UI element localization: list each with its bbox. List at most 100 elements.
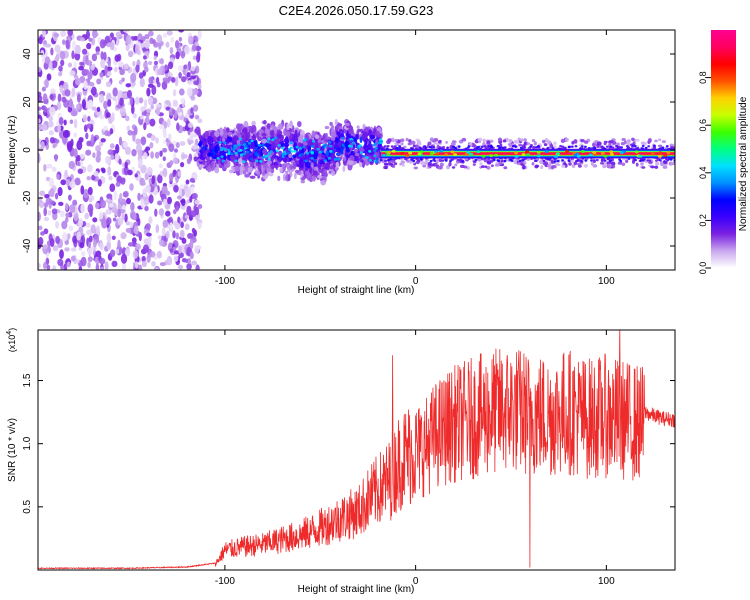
spectrogram-cell (514, 151, 518, 155)
spectrogram-cell (61, 96, 67, 103)
spectrogram-cell (297, 121, 302, 128)
y-tick-label: 1.0 (22, 436, 33, 450)
spectrogram-cell (186, 157, 192, 165)
spectrogram-cell (140, 136, 147, 146)
spectrogram-cell (615, 144, 618, 148)
spectrogram-cell (92, 217, 98, 223)
spectrogram-cell (234, 166, 240, 172)
spectrogram-cell (126, 125, 131, 132)
spectrogram-cell (165, 41, 170, 48)
spectrogram-cell (435, 152, 440, 156)
spectrogram-cell (127, 242, 135, 247)
spectrogram-cell (220, 155, 224, 159)
snr-x-ticks: -100 0 100 (215, 330, 615, 587)
spectrogram-cell (38, 153, 41, 163)
spectrogram-cell (451, 166, 456, 169)
spectrogram-cell (265, 154, 269, 158)
spectrogram-cell (108, 202, 114, 208)
spectrogram-cell (129, 183, 134, 191)
spectrogram-cell (348, 160, 354, 165)
spectrogram-cell (560, 138, 566, 144)
spectrogram-cell (269, 150, 273, 154)
spectrogram-cell (520, 162, 524, 166)
spectrogram-cell (353, 148, 359, 153)
spectrogram-cell (166, 30, 173, 36)
spectrogram-cell (162, 32, 167, 39)
spectrogram-cell (178, 72, 182, 79)
spectrogram-cell (546, 158, 550, 161)
spectrogram-cell (401, 163, 405, 167)
spectrogram-cell (99, 266, 105, 270)
spectrogram-cell (330, 124, 335, 130)
spectrogram-cell (282, 173, 287, 182)
spectrogram-cell (391, 149, 396, 153)
spectrogram-cell (179, 161, 185, 168)
spectrogram-cell (113, 190, 118, 201)
spectrogram-cell (323, 138, 328, 142)
spectrogram-cell (52, 143, 57, 149)
spectrogram-cell (247, 141, 252, 145)
spectrogram-cell (76, 140, 83, 151)
spectrogram-cell (85, 132, 89, 140)
spectrogram-cell (175, 205, 180, 212)
spectrogram-cell (147, 60, 153, 66)
spectrogram-cell (456, 158, 460, 162)
spectrogram-cell (621, 162, 626, 167)
snr-y-label: SNR (10 * v/v) (7, 418, 18, 482)
spectrogram-cell (542, 139, 546, 144)
snr-frame (37, 329, 676, 571)
spectrogram-cell (408, 139, 412, 143)
spectrogram-cell (631, 159, 636, 164)
spectrogram-cell (87, 71, 93, 80)
spectrogram-cell (197, 221, 202, 230)
spectrogram-cell (174, 76, 179, 87)
spectrogram-cell (419, 157, 423, 161)
spectrogram-cell (204, 144, 208, 148)
spectrogram-cell (180, 230, 185, 238)
spectrogram-cell (587, 147, 591, 150)
spectrogram-cell (65, 39, 70, 49)
spectrogram-cell (561, 164, 566, 168)
spectrogram-cell (95, 51, 100, 56)
spectrogram-cell (655, 159, 658, 162)
spectrogram-cell (183, 64, 188, 70)
spectrogram-cell (394, 138, 399, 142)
spectrogram-cell (514, 154, 519, 158)
spectrogram-cell (281, 163, 287, 168)
spectrogram-cell (187, 258, 192, 265)
spectrogram-cell (69, 70, 76, 77)
spectrogram-cell (573, 139, 578, 144)
spectrogram-cell (289, 141, 293, 145)
spectrogram-cell (70, 247, 77, 252)
spectrogram-cell (285, 130, 291, 138)
y-tick-label: 0 (22, 147, 33, 153)
spectrogram-cell (59, 50, 66, 61)
spectrogram-cell (111, 112, 115, 122)
spectrogram-cell (549, 144, 554, 149)
colorbar-tick-label: 0.2 (698, 214, 708, 227)
spectrogram-cell (283, 138, 290, 143)
spectrogram-cell (46, 163, 53, 169)
spectrogram-cell (603, 142, 607, 146)
spectrogram-cell (556, 159, 560, 163)
x-tick-label: 0 (413, 276, 419, 287)
spectrogram-cell (131, 237, 137, 244)
spectrogram-cell (378, 157, 381, 164)
spectrogram-cell (109, 143, 115, 149)
spectrogram-cell (50, 88, 56, 94)
spectrogram-cell (138, 264, 143, 270)
spectrogram-cell (158, 124, 165, 130)
spectrogram-cell (109, 249, 116, 258)
spectrogram-cell (657, 154, 662, 158)
spectrogram-cell (193, 156, 198, 162)
spectrogram-cell (169, 222, 173, 231)
spectrogram-cell (564, 146, 567, 150)
spectrogram-cell (609, 150, 614, 154)
spectrogram-cell (123, 63, 129, 70)
spectrogram-cell (276, 156, 281, 160)
spectrogram-cell (608, 142, 612, 147)
y-tick-label: 1.5 (22, 373, 33, 387)
spectrogram-cell (126, 197, 131, 205)
spectrogram-cell (229, 155, 235, 160)
spectrogram-cell (187, 232, 193, 239)
